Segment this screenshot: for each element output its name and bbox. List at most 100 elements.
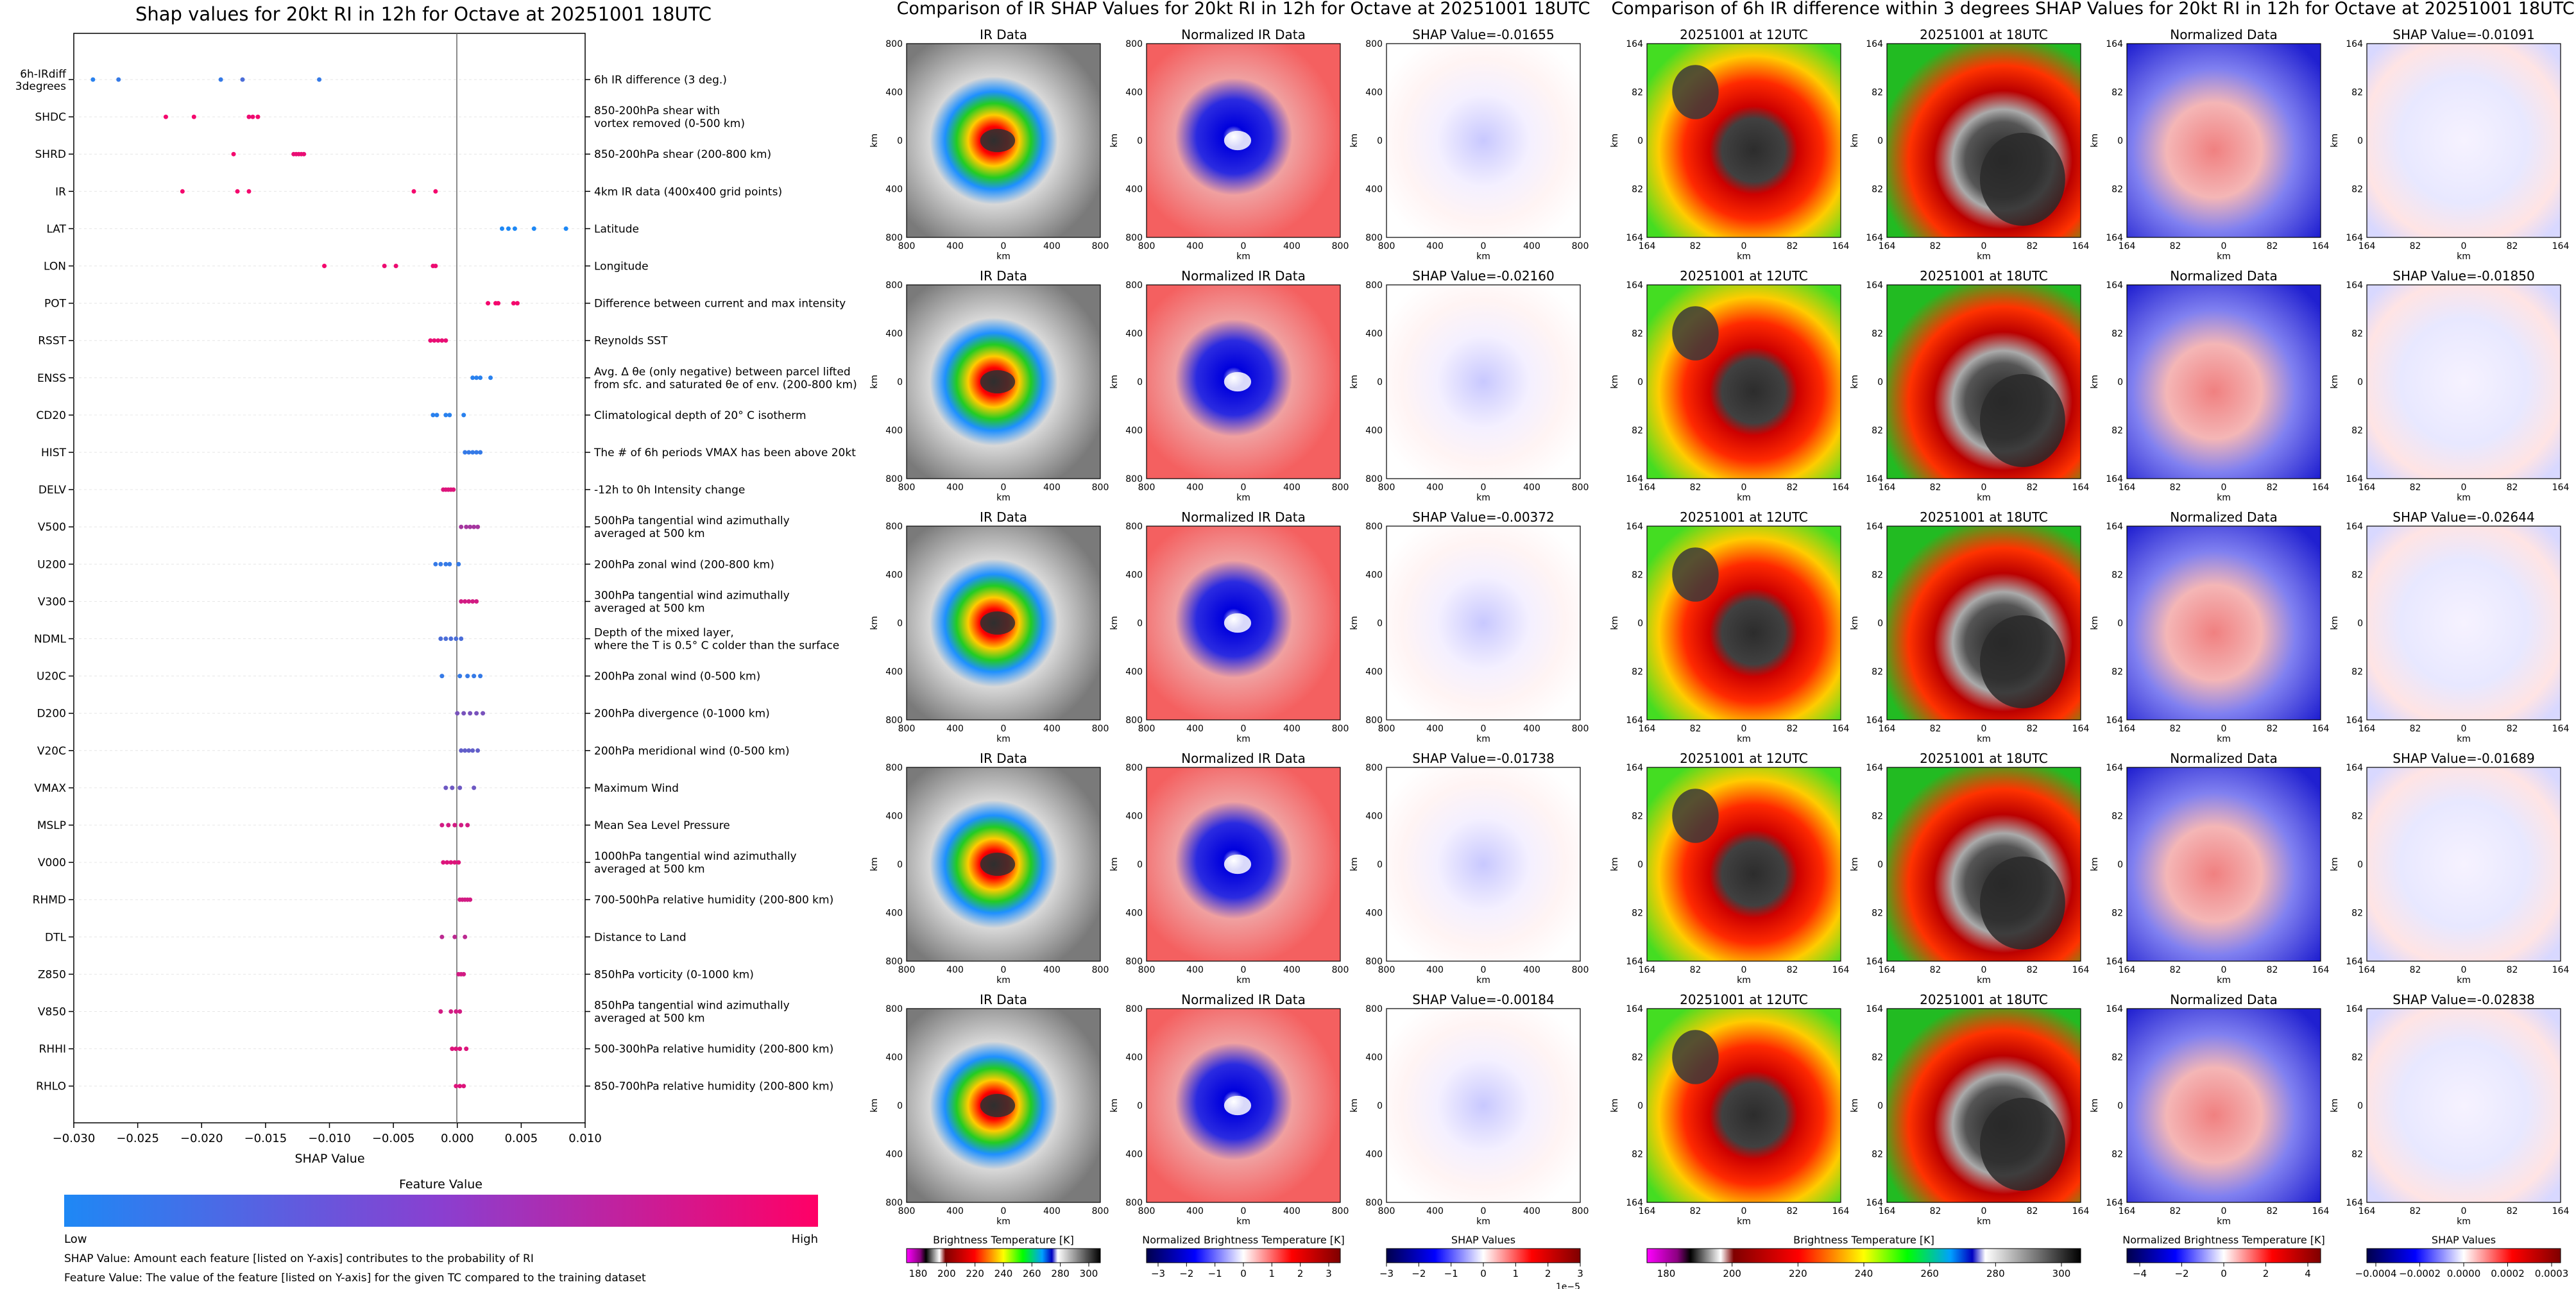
map-x-tick: 0 (1741, 724, 1747, 734)
map-y-tick: 164 (2346, 522, 2363, 532)
map-x-label: km (996, 493, 1011, 503)
map-y-tick: 164 (2346, 474, 2363, 484)
map-x-tick: 164 (2358, 241, 2376, 252)
map-x-tick: 82 (2410, 724, 2421, 734)
storm-core (980, 611, 1016, 635)
map-x-tick: 400 (1523, 482, 1540, 493)
map-y-tick: 164 (2106, 715, 2123, 726)
shap-point (438, 561, 443, 567)
map-x-label: km (1236, 1216, 1250, 1227)
map-x-tick: 164 (1639, 1206, 1656, 1216)
colorbar-tick-label: 260 (1920, 1268, 1939, 1279)
storm-core (1979, 856, 2065, 950)
map-x-tick: 164 (2312, 482, 2330, 493)
map-x-tick: 164 (1879, 965, 1896, 975)
map-x-tick: 400 (1043, 241, 1061, 252)
map-x-tick: 400 (1523, 965, 1540, 975)
shap-point (468, 711, 473, 716)
map-x-label: km (2217, 493, 2231, 503)
map-x-tick: 800 (1332, 241, 1349, 252)
map-x-tick: 0 (1481, 965, 1487, 975)
map-y-tick: 400 (1125, 185, 1143, 195)
map-y-tick: 400 (1365, 426, 1383, 436)
storm-core (1672, 1030, 1719, 1084)
map-y-tick: 800 (885, 715, 903, 726)
map-y-tick: 0 (1137, 136, 1143, 146)
shap-point (470, 375, 475, 380)
shap-point (463, 450, 468, 455)
shap-point (466, 599, 472, 604)
ir-panel-colorbars: Brightness Temperature [K]180 200 220 240 26… (906, 1234, 1583, 1289)
map-x-label: km (1476, 975, 1490, 986)
map-y-tick: 400 (885, 185, 903, 195)
map-y-tick: 800 (1365, 715, 1383, 726)
shap-point (116, 77, 121, 82)
map-y-tick: 800 (1125, 715, 1143, 726)
shap-point (454, 1084, 459, 1089)
map-image (2126, 43, 2321, 238)
colorbar-tick-label: 0.0000 (2447, 1268, 2481, 1279)
shap-point (443, 413, 448, 418)
feature-value-colorbar-title: Feature Value (399, 1177, 482, 1191)
map-image (1386, 284, 1581, 479)
map-x-tick: 82 (2027, 724, 2038, 734)
map-x-tick: 164 (2552, 965, 2570, 975)
map-y-tick: 82 (1632, 909, 1643, 919)
map-y-tick: 0 (1377, 619, 1383, 629)
map-y-tick: 400 (885, 667, 903, 678)
map-x-tick: 0 (2221, 724, 2227, 734)
x-tick-label: −0.030 (53, 1132, 96, 1145)
map-x-tick: 800 (1572, 241, 1589, 252)
map-x-tick: 400 (1523, 241, 1540, 252)
map-y-tick: 82 (2111, 329, 2123, 339)
map-x-tick: 82 (1690, 724, 1702, 734)
map-x-tick: 400 (1426, 965, 1444, 975)
feature-description: Reynolds SST (594, 335, 668, 348)
feature-code-label: MSLP (37, 819, 66, 832)
panel-title: 20251001 at 12UTC (1680, 509, 1808, 525)
map-y-tick: 164 (1626, 39, 1643, 49)
map-y-tick: 0 (2357, 860, 2363, 870)
shap-point (459, 599, 464, 604)
map-x-tick: 82 (1930, 241, 1941, 252)
colorbar-tick-label: −0.0004 (2355, 1268, 2396, 1279)
map-x-tick: 400 (946, 241, 964, 252)
map-y-tick: 164 (2106, 280, 2123, 291)
storm-core (1224, 613, 1252, 633)
feature-code-label: RHHI (39, 1043, 66, 1056)
shap-point (439, 674, 445, 679)
colorbar-bar (1646, 1248, 2081, 1263)
map-y-tick: 0 (1637, 1101, 1643, 1111)
colorbar-label: Normalized Brightness Temperature [K] (1142, 1234, 1345, 1246)
shap-point (461, 711, 466, 716)
map-y-tick: 800 (1125, 1004, 1143, 1014)
map-y-tick: 800 (1365, 522, 1383, 532)
shap-point (459, 636, 464, 641)
feature-description: 4km IR data (400x400 grid points) (594, 185, 782, 198)
shap-point (454, 1009, 459, 1014)
map-y-label: km (1349, 133, 1360, 148)
map-x-label: km (1977, 493, 1991, 503)
map-x-tick: 164 (1639, 724, 1656, 734)
map-x-tick: 82 (2027, 1206, 2038, 1216)
map-y-tick: 164 (2106, 1004, 2123, 1014)
data-map-panel: Normalized IR Data8008004004000040040080… (1109, 992, 1349, 1227)
feature-description: 200hPa zonal wind (200-800 km) (594, 558, 774, 571)
feature-code-label: V500 (38, 521, 66, 534)
diff-panel-title: Comparison of 6h IR difference within 3 … (1611, 0, 2574, 19)
colorbar: SHAP Values −3 −2 −1 0 1 2 3 1e−5 (1379, 1234, 1583, 1289)
map-y-tick: 800 (1125, 39, 1143, 49)
map-x-tick: 82 (2507, 965, 2518, 975)
colorbar-label: Brightness Temperature [K] (933, 1234, 1074, 1246)
feature-value-colorbar (64, 1195, 818, 1227)
map-y-label: km (1610, 616, 1620, 630)
map-x-tick: 800 (1138, 724, 1156, 734)
panel-title: Normalized IR Data (1181, 992, 1306, 1007)
map-y-tick: 400 (1365, 909, 1383, 919)
map-y-tick: 0 (897, 1101, 903, 1111)
shap-point (478, 450, 483, 455)
map-y-tick: 164 (1866, 280, 1883, 291)
colorbar-bar (2366, 1248, 2561, 1263)
map-y-label: km (2330, 133, 2340, 148)
